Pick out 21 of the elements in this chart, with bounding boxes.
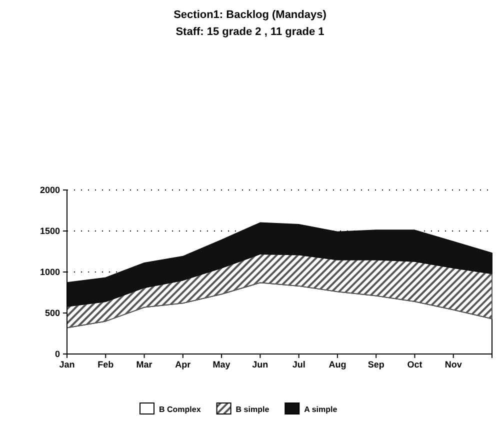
x-tick-label: Feb <box>98 359 114 370</box>
x-tick-label: Sep <box>368 359 385 370</box>
x-tick-label: Apr <box>175 359 192 370</box>
legend-label: B Complex <box>159 405 202 414</box>
y-tick-label: 2000 <box>40 184 60 195</box>
x-tick-label: Jul <box>292 359 306 370</box>
chart-subtitle: Staff: 15 grade 2 , 11 grade 1 <box>176 26 324 38</box>
legend-label: A simple <box>304 405 338 414</box>
x-tick-label: Jan <box>59 359 75 370</box>
x-tick-label: Jun <box>252 359 268 370</box>
legend-label: B simple <box>236 405 270 414</box>
x-tick-label: May <box>212 359 230 370</box>
x-tick-label: Nov <box>444 359 462 370</box>
x-tick-label: Oct <box>407 359 422 370</box>
x-tick-label: Aug <box>328 359 346 370</box>
y-tick-label: 500 <box>44 308 60 318</box>
y-tick-label: 1000 <box>40 266 60 277</box>
y-tick-label: 0 <box>54 348 60 359</box>
x-tick-label: Mar <box>136 359 153 370</box>
chart-title: Section1: Backlog (Mandays) <box>174 9 327 21</box>
y-tick-label: 1500 <box>40 226 60 236</box>
